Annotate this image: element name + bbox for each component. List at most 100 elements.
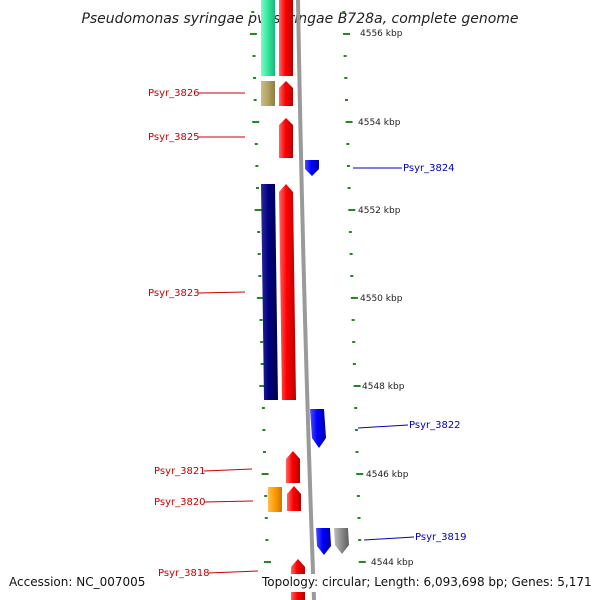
leader-line [203, 468, 253, 472]
gene-label[interactable]: Psyr_3826 [148, 88, 200, 99]
genome-backbone [296, 0, 316, 600]
minor-tick [260, 363, 264, 365]
gene-label[interactable]: Psyr_3821 [154, 466, 206, 477]
minor-tick [259, 319, 263, 321]
tick-label: 4550 kbp [360, 294, 403, 304]
gene-label[interactable]: Psyr_3820 [154, 497, 206, 508]
tick-label: 4546 kbp [366, 470, 409, 480]
gene-feature[interactable] [268, 487, 282, 512]
major-tick [256, 297, 264, 299]
major-tick [348, 209, 356, 211]
major-tick [249, 33, 257, 35]
right-gene-labels: Psyr_3824 Psyr_3822 Psyr_3819 [353, 163, 467, 543]
minor-tick [253, 77, 257, 79]
gene-label[interactable]: Psyr_3819 [415, 532, 467, 543]
gene-feature[interactable] [316, 528, 331, 555]
minor-tick [350, 275, 354, 277]
minor-tick [358, 539, 362, 541]
major-tick [254, 209, 262, 211]
leader-line [203, 500, 254, 503]
leader-line [357, 424, 409, 429]
minor-tick [346, 143, 350, 145]
minor-tick [263, 451, 266, 453]
leader-line [197, 291, 246, 294]
minor-tick [351, 319, 355, 321]
tick-label: 4544 kbp [371, 558, 414, 568]
gene-feature[interactable] [310, 409, 326, 448]
leader-line [207, 570, 259, 574]
minor-tick [261, 407, 265, 409]
major-tick [259, 385, 267, 387]
minor-tick [356, 495, 360, 497]
tick-label: 4552 kbp [358, 206, 401, 216]
minor-tick [264, 495, 268, 497]
minor-tick [346, 165, 350, 167]
gene-label[interactable]: Psyr_3822 [409, 420, 461, 431]
minor-tick [342, 11, 346, 13]
minor-tick [354, 429, 358, 431]
gene-feature[interactable] [305, 160, 319, 176]
minor-tick [343, 55, 347, 57]
minor-tick [258, 275, 262, 277]
major-tick [252, 121, 260, 123]
minor-tick [357, 517, 361, 519]
minor-tick [348, 231, 352, 233]
tick-label: 4556 kbp [360, 29, 403, 39]
minor-tick [265, 539, 269, 541]
gene-feature[interactable] [287, 486, 301, 511]
minor-tick [349, 253, 353, 255]
gene-label[interactable]: Psyr_3825 [148, 132, 200, 143]
topology-text: Topology: circular; Length: 6,093,698 bp… [261, 575, 592, 589]
gene-feature[interactable] [334, 528, 349, 554]
minor-tick [344, 77, 348, 79]
gene-feature[interactable] [279, 81, 293, 106]
minor-tick [352, 341, 356, 343]
major-tick [358, 561, 366, 563]
gene-feature[interactable] [279, 118, 293, 158]
major-tick [356, 473, 364, 475]
gene-feature[interactable] [279, 0, 293, 76]
gene-feature[interactable] [261, 184, 278, 400]
minor-tick [251, 11, 255, 13]
major-tick [261, 473, 269, 475]
minor-tick [347, 187, 351, 189]
minor-tick [262, 429, 266, 431]
major-tick [264, 561, 271, 563]
gene-feature[interactable] [261, 0, 275, 76]
minor-tick [345, 99, 348, 101]
left-gene-labels: Psyr_3826 Psyr_3825 Psyr_3823 Psyr_3821 … [148, 88, 259, 579]
minor-tick [257, 253, 261, 255]
footer-topology-backdrop [258, 574, 596, 592]
minor-tick [256, 187, 259, 189]
major-tick [343, 33, 350, 35]
minor-tick [354, 407, 358, 409]
minor-tick [355, 451, 359, 453]
gene-features-strand-a [261, 0, 282, 512]
left-tick-row [249, 11, 271, 585]
gene-feature[interactable] [261, 81, 275, 106]
minor-tick [352, 363, 356, 365]
minor-tick [264, 517, 268, 519]
minor-tick [255, 165, 259, 167]
right-tick-row [342, 11, 366, 585]
gene-features-strand-c [305, 160, 349, 555]
gene-label[interactable]: Psyr_3818 [158, 568, 210, 579]
gene-label[interactable]: Psyr_3824 [403, 163, 455, 174]
major-tick [350, 297, 358, 299]
gene-features-strand-b [279, 0, 305, 600]
gene-feature[interactable] [286, 451, 300, 483]
tick-label: 4548 kbp [362, 382, 405, 392]
gene-label[interactable]: Psyr_3823 [148, 288, 200, 299]
accession-text: Accession: NC_007005 [9, 575, 145, 589]
minor-tick [260, 341, 264, 343]
leader-line [363, 536, 415, 541]
tick-label: 4554 kbp [358, 118, 401, 128]
major-tick [353, 385, 361, 387]
gene-feature[interactable] [279, 184, 296, 400]
minor-tick [257, 231, 261, 233]
minor-tick [253, 99, 257, 101]
major-tick [345, 121, 353, 123]
minor-tick [252, 55, 256, 57]
minor-tick [254, 143, 258, 145]
